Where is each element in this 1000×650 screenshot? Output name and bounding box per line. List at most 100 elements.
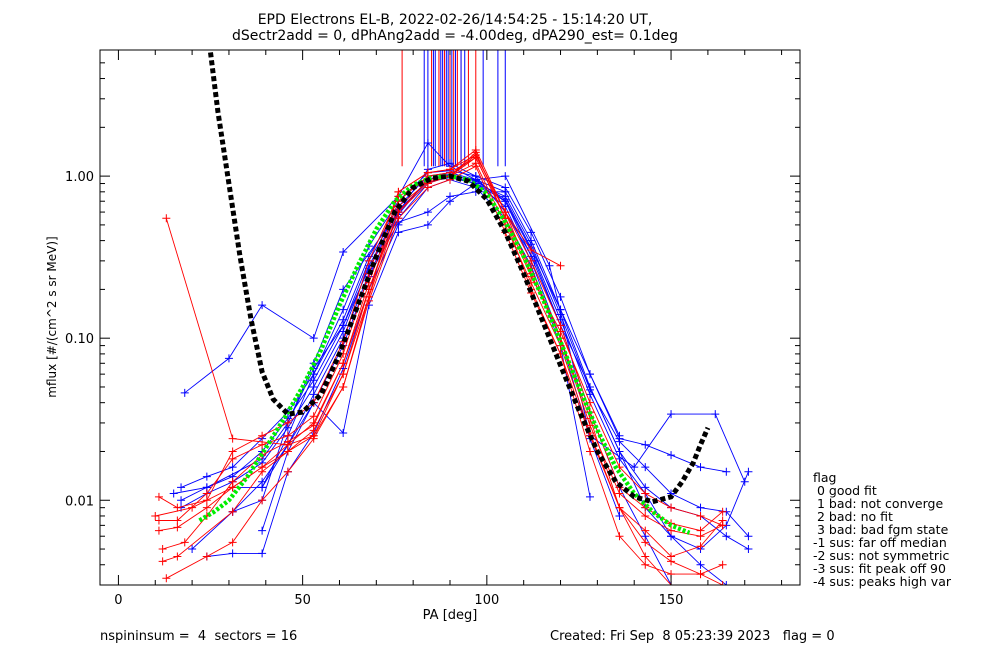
chart-title-line2: dSectr2add = 0, dPhAng2add = -4.00deg, d… — [232, 28, 678, 44]
series-point — [339, 359, 348, 368]
series-point — [283, 440, 292, 449]
legend-item-5: -2 sus: not symmetric — [813, 548, 949, 563]
series-point — [718, 507, 727, 516]
series-point — [641, 503, 650, 512]
series-point — [162, 214, 171, 223]
y-tick-label: 0.10 — [65, 332, 94, 347]
series-point — [177, 483, 186, 492]
x-axis-label: PA [deg] — [423, 608, 478, 623]
series-point — [309, 431, 318, 440]
series-point — [339, 370, 348, 379]
footer-right: Created: Fri Sep 8 05:23:39 2023 flag = … — [550, 629, 835, 644]
series-point — [228, 507, 237, 516]
legend-item-1: 1 bad: not converge — [813, 496, 943, 511]
series-point — [151, 511, 160, 520]
series-point — [258, 483, 267, 492]
series-point — [586, 370, 594, 379]
series-point — [228, 454, 237, 463]
series-point — [586, 447, 594, 456]
series-point — [423, 139, 432, 148]
series-point — [501, 195, 510, 204]
series-point — [228, 483, 237, 492]
series-point — [615, 454, 624, 463]
series-point — [309, 412, 318, 421]
series-point — [501, 172, 510, 181]
series-point — [173, 516, 182, 525]
series-point — [527, 256, 536, 265]
x-tick-label: 50 — [294, 593, 311, 608]
series-point — [556, 292, 565, 301]
series-line — [158, 151, 672, 585]
series-point — [258, 301, 267, 310]
series-point — [309, 382, 318, 391]
series-point — [641, 511, 650, 520]
series-point — [309, 418, 318, 427]
series-point — [228, 538, 237, 547]
series-point — [630, 463, 639, 472]
series-point — [158, 557, 167, 566]
series-point — [202, 503, 211, 512]
series-point — [718, 560, 727, 569]
series-point — [722, 532, 731, 541]
series-point — [556, 261, 565, 270]
data-layer — [151, 50, 753, 585]
legend-item-2: 2 bad: no fit — [813, 509, 893, 524]
series-point — [641, 538, 650, 547]
series-point — [696, 532, 705, 541]
series-point — [696, 463, 705, 472]
x-tick-label: 0 — [114, 593, 122, 608]
series-point — [423, 208, 432, 217]
series-point — [339, 321, 348, 330]
median-curve — [208, 52, 711, 505]
series-point — [586, 492, 594, 501]
series-point — [364, 292, 373, 301]
series-point — [641, 489, 650, 498]
series-point — [188, 503, 197, 512]
series-point — [283, 447, 292, 456]
series-point — [173, 503, 182, 512]
y-axis-label: mflux [#/(cm^2 s sr MeV)] — [45, 236, 59, 397]
series-point — [228, 463, 237, 472]
series-point — [556, 327, 565, 336]
series-point — [711, 410, 720, 419]
series-line — [166, 165, 723, 579]
series-point — [154, 516, 163, 525]
legend-title: flag — [813, 470, 836, 485]
y-tick-label: 1.00 — [65, 170, 94, 185]
series-point — [228, 549, 237, 558]
series-point — [169, 489, 178, 498]
series-line — [180, 172, 749, 550]
legend-item-0: 0 good fit — [813, 483, 877, 498]
chart-title-line1: EPD Electrons EL-B, 2022-02-26/14:54:25 … — [258, 12, 653, 28]
series-point — [283, 467, 292, 476]
series-point — [641, 463, 650, 472]
series-point — [718, 581, 727, 585]
series-point — [667, 503, 676, 512]
series-point — [667, 526, 676, 535]
footer-left: nspininsum = 4 sectors = 16 — [100, 629, 297, 644]
series-point — [339, 382, 348, 391]
series-point — [258, 549, 267, 558]
series-point — [556, 305, 565, 314]
series-point — [258, 526, 267, 535]
series-point — [722, 581, 731, 585]
series-point — [202, 489, 211, 498]
series-point — [162, 574, 171, 583]
axes-layer: 0 50 100 150 0.01 0.10 1.00 — [65, 49, 801, 608]
series-point — [188, 545, 197, 554]
series-line — [232, 174, 727, 513]
series-point — [339, 429, 348, 438]
series-point — [615, 503, 624, 512]
series-point — [696, 542, 705, 551]
series-point — [641, 440, 650, 449]
series-point — [177, 496, 186, 505]
series-point — [696, 511, 705, 520]
series-point — [446, 165, 454, 174]
series-point — [258, 431, 267, 440]
series-point — [641, 526, 650, 535]
series-point — [394, 228, 403, 237]
series-point — [667, 410, 676, 419]
series-point — [615, 431, 624, 440]
y-tick-label: 0.01 — [65, 494, 94, 509]
